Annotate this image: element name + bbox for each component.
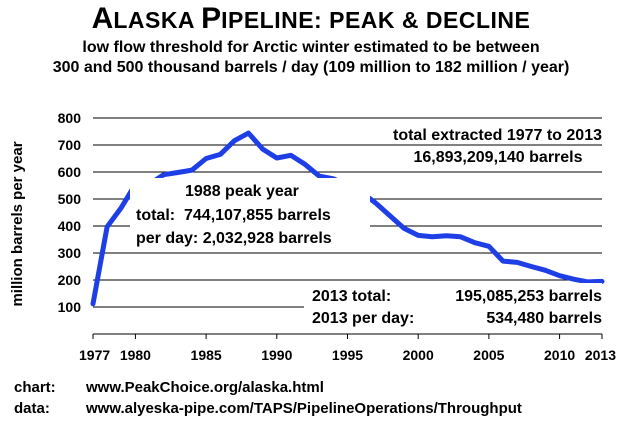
annotation-total-value: 16,893,209,140 barrels [413,149,582,166]
subtitle-line-1: low flow threshold for Arctic winter est… [82,39,540,56]
annotation-2013-background [304,283,602,333]
y-axis-label: million barrels per year [9,141,26,306]
y-tick-label: 400 [58,218,82,234]
title-word-1: ALASKA [91,2,202,35]
x-tick-label: 2000 [403,347,434,363]
x-tick-label: 1990 [261,347,292,363]
chart-title: ALASKA PIPELINE: PEAK & DECLINE [0,2,622,37]
footer-chart-source: chart: www.PeakChoice.org/alaska.html [14,379,324,397]
y-axis-ticks: 100 200 300 400 500 600 700 800 [58,110,82,315]
y-tick-label: 500 [58,191,82,207]
y-tick-label: 200 [58,272,82,288]
x-tick-label: 1977 [79,347,110,363]
title-word-2: PIPELINE: PEAK & DECLINE [201,2,531,35]
y-tick-label: 100 [58,299,82,315]
y-tick-label: 300 [58,245,82,261]
annotation-peak-title: 1988 peak year [185,183,299,200]
footer-chart-label: chart: [14,379,56,396]
y-tick-label: 600 [58,164,82,180]
annotation-2013-per-day-label: 2013 per day: [312,310,414,327]
annotation-2013-per-day-value: 534,480 barrels [486,310,602,327]
x-tick-label: 2010 [544,347,575,363]
footer-data-url: www.alyeska-pipe.com/TAPS/PipelineOperat… [86,400,522,417]
annotation-peak-per-day: per day: 2,032,928 barrels [136,230,332,247]
annotation-total-title: total extracted 1977 to 2013 [393,127,602,144]
x-tick-label: 1985 [191,347,222,363]
x-tick-label: 1995 [332,347,363,363]
subtitle-line-2: 300 and 500 thousand barrels / day (109 … [52,59,570,76]
annotation-2013-total-label: 2013 total: [312,288,391,305]
annotation-peak-total: total: 744,107,855 barrels [136,207,331,224]
footer-chart-url: www.PeakChoice.org/alaska.html [86,379,324,396]
footer-data-source: data: www.alyeska-pipe.com/TAPS/PipelineO… [14,400,522,418]
annotations: total extracted 1977 to 2013 16,893,209,1… [130,127,602,333]
annotation-2013-total-value: 195,085,253 barrels [455,288,602,305]
x-tick-label: 2013 [585,347,616,363]
x-axis-ticks: 1977 1980 1985 1990 1995 2000 2005 2010 2013 [79,334,616,363]
x-tick-label: 2005 [473,347,504,363]
annotation-peak-background [130,178,370,250]
y-tick-label: 800 [58,110,82,126]
y-tick-label: 700 [58,137,82,153]
footer-data-label: data: [14,400,50,417]
x-tick-label: 1980 [120,347,151,363]
